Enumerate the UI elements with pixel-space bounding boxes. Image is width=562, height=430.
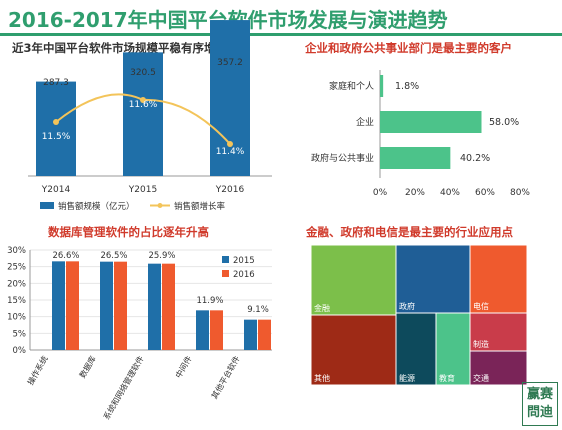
treemap-cell-jinrong — [310, 244, 397, 316]
chart3-bar-2015-0 — [52, 261, 65, 350]
chart3-ytick-6: 30% — [7, 246, 26, 256]
chart3-ytick-4: 20% — [7, 279, 26, 289]
chart3-bar-2016-4 — [258, 319, 271, 350]
chart2-xtick-2: 40% — [440, 188, 460, 198]
treemap-label-jinrong: 金融 — [314, 303, 330, 313]
chart3-bar-2015-3 — [196, 310, 209, 350]
treemap-cell-nengyuan — [395, 312, 437, 386]
title-divider — [0, 33, 562, 36]
treemap-cell-jiaoyu — [435, 312, 471, 386]
chart1-legend-bar: 销售额规模（亿元） — [58, 201, 135, 212]
chart3-ytick-3: 15% — [7, 296, 26, 306]
chart2-cat-2: 政府与公共事业 — [311, 152, 374, 164]
chart2-cat-1: 企业 — [356, 116, 374, 128]
chart3-legend-2016-swatch — [222, 270, 229, 277]
treemap-label-jiaoyu: 教育 — [439, 373, 455, 383]
treemap-label-jiaotong: 交通 — [473, 373, 489, 383]
logo-line-2: 問迪 — [526, 405, 553, 420]
treemap-cell-zhizao — [469, 312, 528, 352]
treemap-cell-qita — [310, 314, 397, 386]
chart3-bar-2015-4 — [244, 319, 257, 350]
chart4-title: 金融、政府和电信是最主要的行业应用点 — [306, 225, 513, 239]
chart2-cat-0: 家庭和个人 — [329, 80, 374, 92]
chart3-val-3: 11.9% — [196, 296, 223, 306]
chart3-bar-2016-3 — [210, 310, 223, 350]
chart3-title: 数据库管理软件的占比逐年升高 — [48, 225, 209, 239]
chart1-legend-bar-swatch — [40, 202, 54, 209]
chart2-bar-0 — [380, 75, 384, 97]
chart1-rate-label-1: 11.6% — [129, 100, 158, 110]
chart3-ytick-5: 25% — [7, 263, 26, 273]
chart3-val-4: 9.1% — [247, 305, 269, 315]
treemap-label-qita: 其他 — [314, 373, 330, 383]
chart2-val-1: 58.0% — [489, 117, 519, 128]
chart1-market-size: Y2014 Y2015 Y2016 287.3 320.5 357.2 11.5… — [28, 20, 272, 212]
chart3-val-0: 26.6% — [52, 251, 79, 261]
chart3-bar-2016-2 — [162, 263, 175, 350]
chart1-bar-label-2: 357.2 — [217, 58, 243, 68]
chart1-growth-point-0 — [53, 119, 59, 125]
company-logo: 赢赛 問迪 — [522, 382, 558, 426]
chart1-rate-label-0: 11.5% — [42, 132, 71, 142]
chart3-ytick-1: 5% — [13, 329, 27, 339]
treemap-label-dianxin: 电信 — [473, 301, 489, 311]
treemap-cell-jiaotong — [469, 350, 528, 386]
chart3-bar-2016-0 — [66, 261, 79, 350]
chart1-bar-label-1: 320.5 — [130, 68, 156, 78]
chart1-rate-label-2: 11.4% — [216, 147, 245, 157]
chart2-val-2: 40.2% — [460, 153, 490, 164]
chart1-growth-point-1 — [140, 97, 146, 103]
chart1-cat-2: Y2016 — [215, 185, 245, 195]
logo-line-1: 赢赛 — [526, 387, 553, 402]
treemap-cell-zhengfu — [395, 244, 471, 314]
chart1-bar-label-0: 287.3 — [43, 78, 69, 88]
chart3-ytick-2: 10% — [7, 313, 26, 323]
chart1-bar-1 — [123, 52, 163, 176]
chart2-bar-1 — [380, 111, 482, 133]
chart2-customers: 家庭和个人 企业 政府与公共事业 1.8% 58.0% 40.2% 0% 20%… — [311, 70, 530, 198]
chart1-legend-line: 销售额增长率 — [174, 201, 226, 212]
chart2-val-0: 1.8% — [395, 81, 419, 92]
chart3-ytick-0: 0% — [13, 346, 27, 356]
chart2-xtick-1: 20% — [405, 188, 425, 198]
chart2-title: 企业和政府公共事业部门是最主要的客户 — [305, 41, 512, 55]
chart1-title: 近3年中国平台软件市场规模平稳有序增长 — [12, 41, 227, 55]
chart1-growth-point-2 — [227, 141, 233, 147]
chart3-legend-2015: 2015 — [233, 256, 255, 266]
chart3-bar-2015-1 — [100, 261, 113, 350]
chart3-legend-2015-swatch — [222, 256, 229, 263]
chart1-cat-0: Y2014 — [41, 185, 71, 195]
chart2-xtick-4: 80% — [510, 188, 530, 198]
chart3-bar-2016-1 — [114, 261, 127, 350]
chart3-bar-2015-2 — [148, 263, 161, 350]
chart1-cat-1: Y2015 — [128, 185, 157, 195]
treemap-label-zhizao: 制造 — [473, 339, 489, 349]
chart1-legend-line-marker — [157, 203, 163, 208]
treemap-label-zhengfu: 政府 — [399, 301, 415, 311]
chart3-val-1: 26.5% — [100, 251, 127, 261]
treemap-label-nengyuan: 能源 — [399, 373, 415, 383]
chart2-xtick-0: 0% — [373, 188, 388, 198]
chart3-database-share: 0% 5% 10% 15% 20% 25% 30% 26.6% 26.5% 25… — [7, 246, 272, 421]
chart3-val-2: 25.9% — [148, 251, 175, 261]
chart3-legend-2016: 2016 — [233, 270, 255, 280]
chart1-bar-2 — [210, 20, 250, 177]
chart2-bar-2 — [380, 147, 451, 169]
chart1-bar-0 — [36, 81, 76, 176]
chart2-xtick-3: 60% — [475, 188, 495, 198]
